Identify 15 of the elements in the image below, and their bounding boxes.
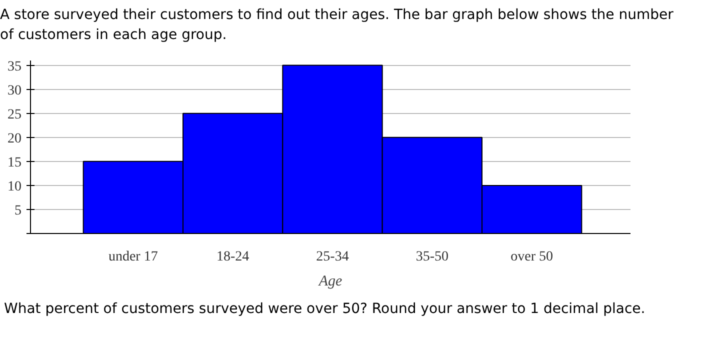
y-tick-label: 15	[8, 155, 22, 170]
y-tick-label: 20	[8, 131, 22, 146]
x-tick-label: 35-50	[416, 250, 448, 264]
chart-title: A store surveyed their customers to find out their ages. The bar graph below shows the number of customers in each age group.	[0, 6, 674, 45]
x-tick-label: 18-24	[216, 250, 250, 264]
x-tick-label: 25-34	[316, 250, 349, 264]
y-tick-label: 5	[14, 203, 22, 218]
x-tick-label: over 50	[510, 250, 554, 264]
x-tick-label: under 17	[108, 250, 158, 264]
text: What percent of customers surveyed were over 50? Round your answer to 1 decimal place.	[4, 300, 646, 319]
y-tick-label: 35	[8, 59, 22, 74]
y-tick-label: 30	[8, 83, 22, 98]
x-axis-title: Age	[318, 274, 342, 290]
y-tick-label: 10	[8, 179, 22, 194]
y-tick-label: 25	[8, 107, 22, 122]
